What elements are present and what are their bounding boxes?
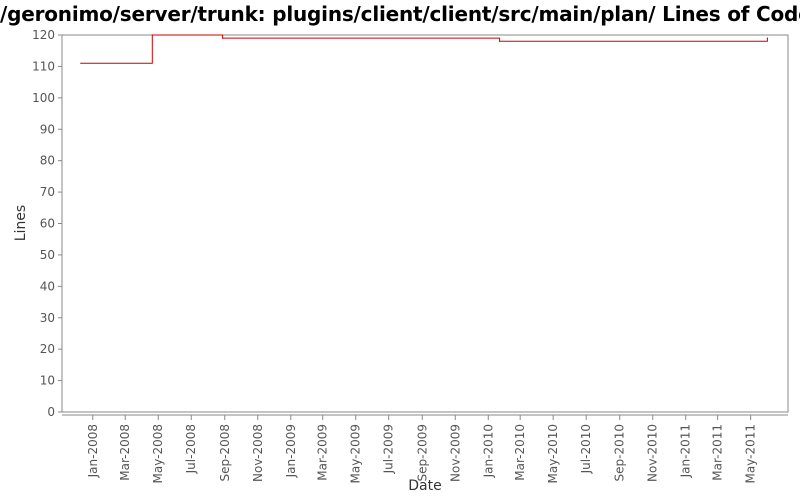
x-tick-label: Jan-2011 [679, 424, 693, 478]
y-tick-label: 40 [40, 279, 55, 293]
data-point [499, 40, 501, 42]
data-point [80, 62, 82, 64]
data-point [222, 37, 224, 39]
y-tick-label: 120 [32, 28, 55, 42]
y-tick-label: 20 [40, 342, 55, 356]
x-tick-label: Mar-2009 [316, 424, 330, 481]
x-tick-label: Jul-2010 [579, 424, 593, 474]
y-tick-label: 90 [40, 122, 55, 136]
x-axis-label: Date [408, 478, 441, 494]
y-tick-label: 110 [32, 59, 55, 73]
y-tick-label: 30 [40, 311, 55, 325]
x-tick-label: Sep-2008 [218, 424, 232, 482]
x-tick-label: Mar-2010 [513, 424, 527, 481]
x-tick-label: Jul-2009 [382, 424, 396, 474]
data-point [151, 34, 153, 36]
x-tick-label: May-2011 [744, 424, 758, 483]
x-tick-label: Mar-2008 [118, 424, 132, 481]
x-tick-label: Mar-2011 [711, 424, 725, 481]
x-tick-label: Jul-2008 [184, 424, 198, 474]
x-tick-label: May-2008 [151, 424, 165, 483]
y-tick-label: 80 [40, 154, 55, 168]
data-point [766, 37, 769, 39]
x-tick-label: Sep-2009 [415, 424, 429, 482]
chart-title: /geronimo/server/trunk: plugins/client/c… [0, 2, 800, 26]
plot-area [61, 34, 789, 413]
y-tick-label: 50 [40, 248, 55, 262]
x-tick-label: May-2009 [349, 424, 363, 483]
x-tick-label: Nov-2008 [251, 424, 265, 482]
x-axis: Jan-2008 Mar-2008 May-2008 Jul-2008 Sep-2008… [62, 414, 788, 483]
y-tick-label: 100 [32, 91, 55, 105]
x-tick-label: Jan-2010 [481, 424, 495, 478]
y-tick-label: 10 [40, 374, 55, 388]
y-axis: 0 10 20 30 40 50 60 70 80 90 100 110 120 [32, 28, 63, 419]
y-tick-label: 60 [40, 217, 55, 231]
x-tick-label: Nov-2010 [646, 424, 660, 482]
x-tick-label: Sep-2010 [613, 424, 627, 482]
y-tick-label: 70 [40, 185, 55, 199]
x-tick-label: Nov-2009 [448, 424, 462, 482]
x-tick-label: Jan-2008 [86, 424, 100, 478]
series-group [80, 34, 769, 64]
y-axis-label: Lines [13, 205, 29, 241]
x-tick-label: Jan-2009 [284, 424, 298, 478]
x-tick-label: May-2010 [546, 424, 560, 483]
y-tick-label: 0 [47, 405, 55, 419]
